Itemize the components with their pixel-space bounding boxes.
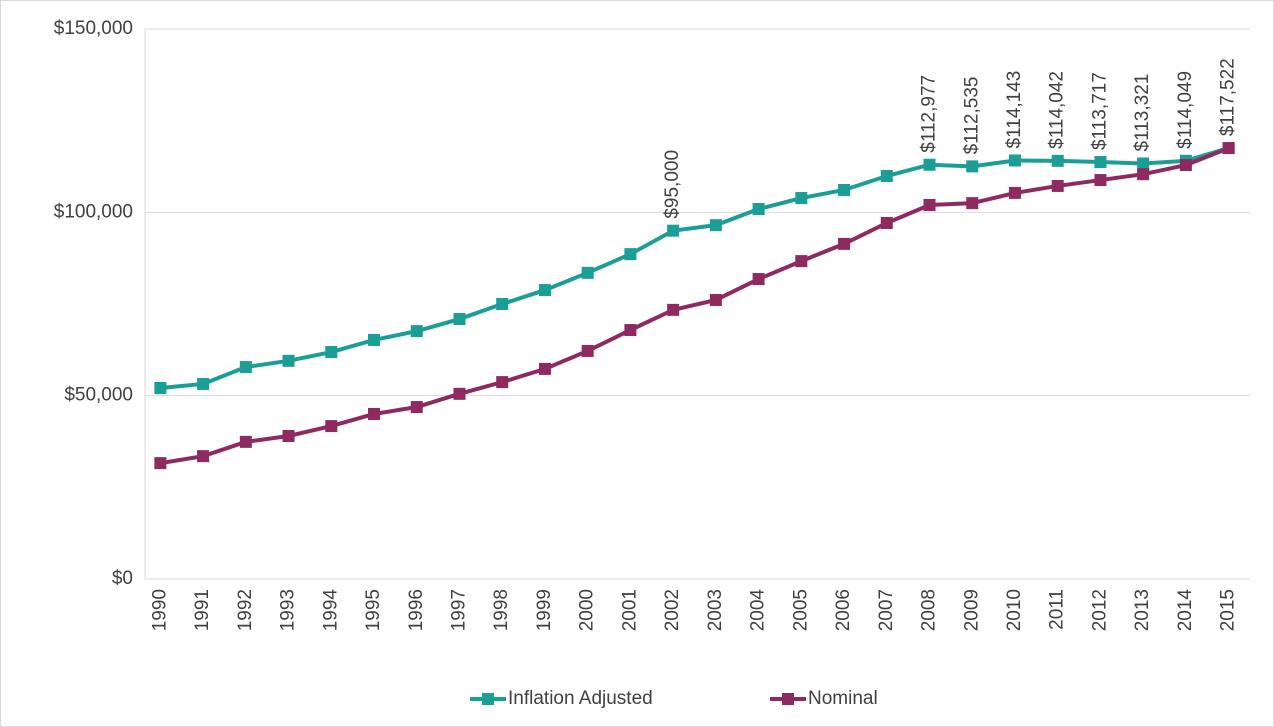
x-tick-label: 1999 xyxy=(534,589,555,631)
marker xyxy=(282,354,295,367)
marker xyxy=(453,387,466,400)
marker xyxy=(795,255,808,268)
data-label: $112,535 xyxy=(961,77,982,155)
marker xyxy=(1222,142,1235,155)
marker xyxy=(239,361,252,374)
data-label: $117,522 xyxy=(1218,58,1239,136)
series-line xyxy=(160,146,1230,390)
marker xyxy=(581,266,594,279)
marker xyxy=(538,284,551,297)
data-label: $114,143 xyxy=(1004,71,1025,149)
marker xyxy=(197,377,210,390)
marker xyxy=(1137,157,1150,170)
marker xyxy=(880,216,893,229)
x-tick-label: 1994 xyxy=(320,589,341,632)
series-line xyxy=(160,146,1230,466)
x-tick-label: 2012 xyxy=(1089,589,1110,631)
marker xyxy=(581,344,594,357)
marker xyxy=(966,197,979,210)
data-label: $113,321 xyxy=(1132,74,1153,152)
marker xyxy=(368,333,381,346)
marker xyxy=(368,408,381,420)
x-tick-label: 1990 xyxy=(149,589,170,631)
x-tick-label: 2010 xyxy=(1004,589,1025,631)
x-tick-label: 2013 xyxy=(1132,589,1153,631)
x-tick-label: 2008 xyxy=(919,589,940,631)
marker xyxy=(624,248,637,261)
marker xyxy=(1051,179,1064,192)
marker xyxy=(667,224,680,237)
data-label: $112,977 xyxy=(919,75,940,153)
data-label: $113,717 xyxy=(1089,72,1110,150)
marker xyxy=(624,324,637,337)
marker xyxy=(538,362,551,375)
y-tick-label: $100,000 xyxy=(54,201,133,222)
marker xyxy=(923,199,936,211)
marker xyxy=(410,325,423,338)
y-tick-label: $150,000 xyxy=(54,18,133,39)
marker xyxy=(880,170,893,183)
x-tick-label: 1992 xyxy=(235,589,256,631)
marker xyxy=(496,376,509,389)
x-tick-label: 2014 xyxy=(1175,589,1196,632)
x-tick-label: 2005 xyxy=(790,589,811,631)
marker xyxy=(325,420,338,433)
marker xyxy=(1094,156,1107,169)
marker xyxy=(154,457,167,470)
marker xyxy=(709,293,722,306)
x-tick-label: 1995 xyxy=(363,589,384,631)
legend-marker xyxy=(782,693,794,705)
x-tick-label: 2001 xyxy=(619,589,640,631)
x-tick-label: 2015 xyxy=(1218,589,1239,631)
legend-marker xyxy=(482,693,494,705)
marker xyxy=(453,313,466,326)
marker xyxy=(197,450,210,463)
legend-label: Inflation Adjusted xyxy=(508,688,653,709)
x-tick-label: 1998 xyxy=(491,589,512,631)
marker xyxy=(838,183,851,196)
marker xyxy=(752,203,765,216)
x-tick-label: 1993 xyxy=(278,589,299,631)
data-label: $95,000 xyxy=(662,150,683,219)
marker xyxy=(496,298,509,310)
marker xyxy=(752,273,765,286)
marker xyxy=(966,160,979,173)
x-tick-label: 2003 xyxy=(705,589,726,631)
x-tick-label: 2000 xyxy=(577,589,598,631)
marker xyxy=(709,219,722,232)
x-tick-label: 2011 xyxy=(1047,589,1068,630)
marker xyxy=(1179,159,1192,172)
y-tick-label: $0 xyxy=(112,568,133,589)
marker xyxy=(667,303,680,316)
marker xyxy=(1094,174,1107,187)
marker xyxy=(795,192,808,205)
data-label: $114,042 xyxy=(1047,71,1068,149)
x-tick-label: 1991 xyxy=(192,589,213,631)
marker xyxy=(325,346,338,359)
x-tick-label: 2006 xyxy=(833,589,854,631)
x-tick-label: 2007 xyxy=(876,589,897,631)
marker xyxy=(154,381,167,394)
y-tick-label: $50,000 xyxy=(64,385,133,406)
marker xyxy=(1008,186,1021,199)
marker xyxy=(410,401,423,414)
marker xyxy=(1137,168,1150,181)
x-tick-label: 2004 xyxy=(748,589,769,632)
x-tick-label: 2009 xyxy=(961,589,982,631)
marker xyxy=(923,158,936,171)
marker xyxy=(1008,154,1021,167)
marker xyxy=(838,237,851,250)
marker xyxy=(282,430,295,442)
x-tick-label: 1996 xyxy=(406,589,427,631)
x-tick-label: 2002 xyxy=(662,589,683,631)
x-tick-label: 1997 xyxy=(448,589,469,631)
marker xyxy=(1051,154,1064,167)
marker xyxy=(239,435,252,448)
data-label: $114,049 xyxy=(1175,71,1196,149)
legend-label: Nominal xyxy=(808,688,878,709)
